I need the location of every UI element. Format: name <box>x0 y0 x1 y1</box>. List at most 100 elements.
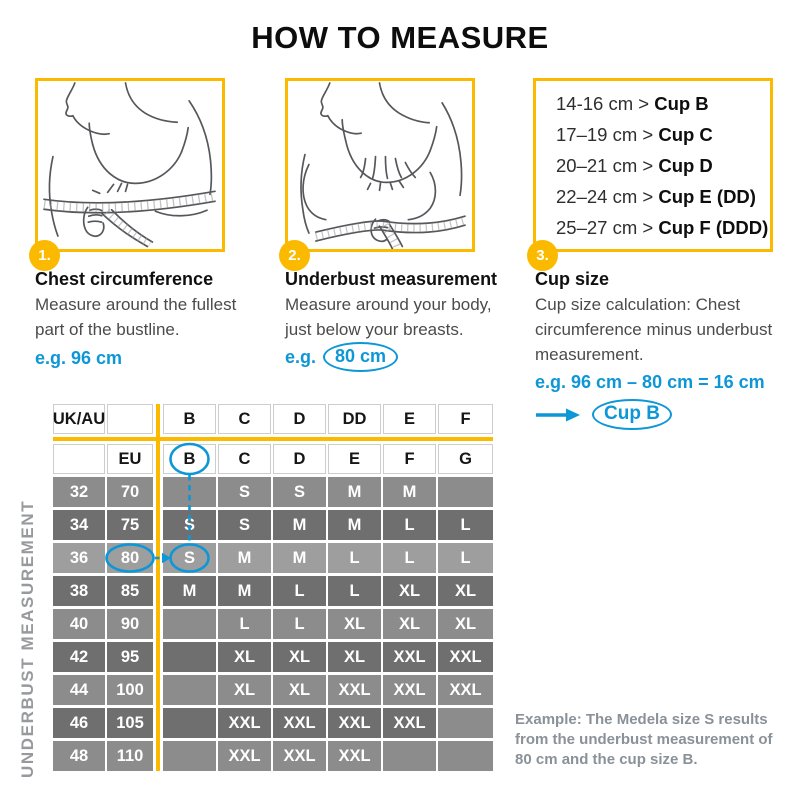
underbust-measurement-axis-label: UNDERBUST MEASUREMENT <box>18 499 37 778</box>
cup-label: Cup B <box>654 92 709 114</box>
row-eu-cell: 80 <box>107 543 153 573</box>
size-cell: M <box>328 477 381 507</box>
size-cell: XL <box>328 642 381 672</box>
size-cell: XXL <box>383 675 436 705</box>
header-eu-cup: D <box>273 444 326 474</box>
result-arrow-icon <box>536 408 580 421</box>
size-cell <box>383 741 436 771</box>
cup-label: Cup C <box>658 123 713 145</box>
chest-measurement-illustration <box>43 82 216 248</box>
cup-chart-item: 20–21 cm > Cup D <box>556 150 770 181</box>
cup-range: 17–19 cm > <box>556 123 659 145</box>
row-ukau-cell: 40 <box>53 609 105 639</box>
cup-size-reference-box: 14-16 cm > Cup B 17–19 cm > Cup C 20–21 cm… <box>533 78 773 252</box>
underbust-measurement-illustration-box <box>285 78 475 252</box>
size-cell: L <box>438 543 493 573</box>
chest-measurement-illustration-box <box>35 78 225 252</box>
header-eu <box>53 444 105 474</box>
size-cell: XL <box>328 609 381 639</box>
cup-chart-item: 17–19 cm > Cup C <box>556 119 770 150</box>
size-cell: XL <box>218 642 271 672</box>
header-ukau-cup: B <box>163 404 216 434</box>
step-3-result-circled-value: Cup B <box>592 399 672 430</box>
row-eu-cell: 85 <box>107 576 153 606</box>
row-eu-cell: 75 <box>107 510 153 540</box>
size-cell: L <box>438 510 493 540</box>
step-1-heading: Chest circumference <box>35 269 214 289</box>
step-2-example: e.g. 80 cm <box>285 342 399 372</box>
row-ukau-cell: 44 <box>53 675 105 705</box>
cup-chart-list: 14-16 cm > Cup B 17–19 cm > Cup C 20–21 cm… <box>556 88 770 243</box>
size-cell: M <box>383 477 436 507</box>
step-3-result: Cup B <box>536 399 672 430</box>
size-cell: XL <box>383 576 436 606</box>
size-cell: M <box>218 543 271 573</box>
size-cell <box>163 675 216 705</box>
underbust-measurement-illustration <box>300 82 467 249</box>
size-cell: L <box>273 609 326 639</box>
cup-chart-item: 25–27 cm > Cup F (DDD) <box>556 212 770 243</box>
header-ukau-cup: E <box>383 404 436 434</box>
header-eu-cup: B <box>163 444 216 474</box>
cup-range: 25–27 cm > <box>556 216 659 238</box>
size-cell <box>163 642 216 672</box>
size-cell <box>163 477 216 507</box>
size-cell: XXL <box>328 675 381 705</box>
cup-range: 22–24 cm > <box>556 185 659 207</box>
size-cell <box>163 708 216 738</box>
size-cell: XL <box>218 675 271 705</box>
row-ukau-cell: 34 <box>53 510 105 540</box>
size-cell: XXL <box>383 708 436 738</box>
size-cell: XXL <box>438 642 493 672</box>
size-cell: XXL <box>273 708 326 738</box>
header-ukau: UK/AU <box>53 404 105 434</box>
row-ukau-cell: 36 <box>53 543 105 573</box>
cup-range: 20–21 cm > <box>556 154 659 176</box>
size-cell: M <box>273 543 326 573</box>
size-cell: XL <box>438 609 493 639</box>
header-ukau-cup: C <box>218 404 271 434</box>
size-cell: XL <box>273 642 326 672</box>
header-eu-cup: C <box>218 444 271 474</box>
step-3-example: e.g. 96 cm – 80 cm = 16 cm <box>535 372 765 392</box>
size-cell: XXL <box>328 708 381 738</box>
size-cell: XL <box>273 675 326 705</box>
size-cell: XL <box>383 609 436 639</box>
size-cell: S <box>218 510 271 540</box>
row-ukau-cell: 38 <box>53 576 105 606</box>
step-2-example-label: e.g. <box>285 346 317 367</box>
size-cell <box>438 708 493 738</box>
header-eu-cup: E <box>328 444 381 474</box>
cup-chart-item: 14-16 cm > Cup B <box>556 88 770 119</box>
example-note: Example: The Medela size S results from … <box>515 711 773 768</box>
step-2-heading: Underbust measurement <box>285 269 498 289</box>
size-cell: M <box>218 576 271 606</box>
size-cell: XL <box>438 576 493 606</box>
step-2-example-circled-value: 80 cm <box>323 342 399 372</box>
size-cell: S <box>273 477 326 507</box>
page-title: HOW TO MEASURE <box>251 20 549 55</box>
size-cell <box>438 477 493 507</box>
step-3-body: Cup size calculation: Chest circumferenc… <box>535 295 773 364</box>
size-cell: L <box>383 543 436 573</box>
step-1-example: e.g. 96 cm <box>35 348 123 368</box>
table-vertical-divider-line <box>156 404 160 771</box>
size-cell: XXL <box>328 741 381 771</box>
header-ukau-cup: DD <box>328 404 381 434</box>
size-cell: L <box>383 510 436 540</box>
size-cell: L <box>273 576 326 606</box>
size-cell: L <box>328 543 381 573</box>
cup-label: Cup D <box>658 154 713 176</box>
header-ukau <box>107 404 153 434</box>
size-cell: XXL <box>273 741 326 771</box>
row-eu-cell: 70 <box>107 477 153 507</box>
size-cell: M <box>273 510 326 540</box>
size-cell: S <box>163 510 216 540</box>
size-cell <box>163 609 216 639</box>
cup-range: 14-16 cm > <box>556 92 655 114</box>
size-cell: M <box>163 576 216 606</box>
size-cell: M <box>328 510 381 540</box>
step-2-body: Measure around your body, just below you… <box>285 295 492 339</box>
row-eu-cell: 90 <box>107 609 153 639</box>
